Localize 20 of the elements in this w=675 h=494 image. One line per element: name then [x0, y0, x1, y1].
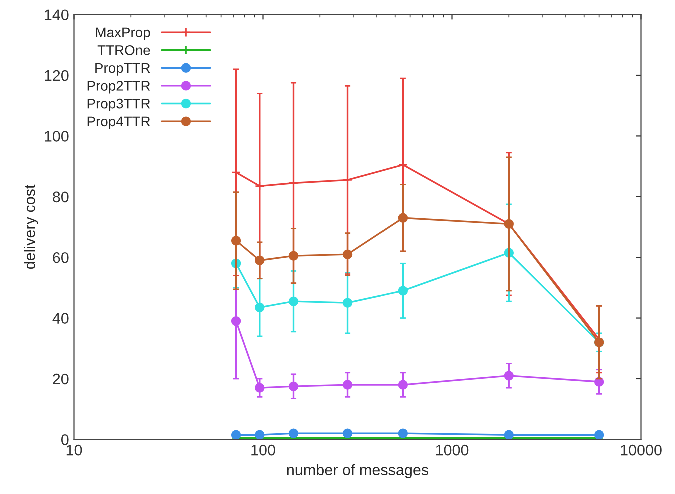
y-tick-label: 60: [53, 252, 69, 264]
y-tick-label: 80: [53, 192, 69, 203]
y-tick-label: 120: [45, 70, 69, 82]
legend-label: PropTTR: [96, 63, 150, 76]
legend-label: Prop3TTR: [88, 98, 150, 112]
y-tick-label: 100: [45, 131, 69, 142]
y-tick-label: 140: [45, 10, 69, 21]
x-axis-title: number of messages: [287, 464, 429, 479]
legend-label: TTROne: [98, 45, 150, 56]
legend-label: Prop2TTR: [88, 81, 150, 94]
legend-label: Prop4TTR: [88, 116, 150, 130]
y-tick-label: 0: [61, 434, 69, 446]
y-axis-title: delivery cost: [24, 184, 38, 270]
y-tick-label: 20: [53, 374, 69, 385]
x-tick-label: 1000: [436, 444, 469, 456]
y-tick-label: 40: [52, 313, 69, 324]
x-tick-label: 100: [252, 444, 276, 456]
x-tick-label: 10: [66, 444, 82, 456]
legend-label: MaxProp: [96, 28, 150, 40]
x-tick-label: 10000: [621, 444, 662, 456]
